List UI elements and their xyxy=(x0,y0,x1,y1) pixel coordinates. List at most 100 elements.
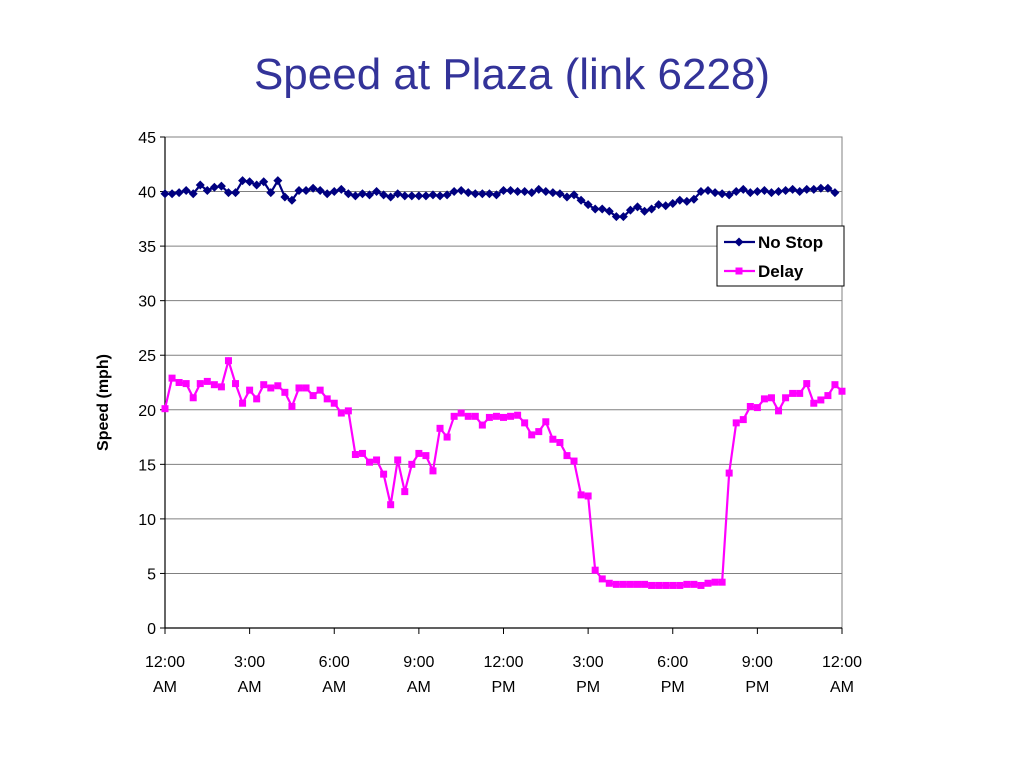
data-point xyxy=(386,192,396,202)
data-point xyxy=(759,185,769,195)
data-point xyxy=(746,403,754,411)
data-point xyxy=(422,452,430,460)
data-point xyxy=(415,449,423,457)
y-tick-label: 40 xyxy=(138,185,156,202)
data-point xyxy=(514,411,522,419)
data-point xyxy=(245,177,255,187)
data-point xyxy=(760,395,768,403)
data-point xyxy=(174,188,184,198)
data-point xyxy=(343,189,353,199)
data-point xyxy=(732,419,740,427)
data-point xyxy=(167,189,177,199)
data-point xyxy=(774,187,784,197)
data-point xyxy=(641,580,649,588)
x-tick-label: AM xyxy=(830,679,854,696)
data-point xyxy=(640,206,650,216)
x-tick-label: 12:00 xyxy=(145,654,185,671)
data-point xyxy=(274,382,282,390)
data-point xyxy=(322,189,332,199)
data-point xyxy=(739,416,747,424)
x-tick-label: 12:00 xyxy=(822,654,862,671)
data-point xyxy=(724,190,734,200)
data-point xyxy=(676,581,684,589)
y-tick-label: 45 xyxy=(138,130,156,147)
data-point xyxy=(632,202,642,212)
data-point xyxy=(457,409,465,417)
data-point xyxy=(463,188,473,198)
y-tick-label: 35 xyxy=(138,239,156,256)
data-point xyxy=(336,184,346,194)
data-point xyxy=(239,399,247,407)
data-point xyxy=(203,377,211,385)
data-point xyxy=(752,187,762,197)
data-point xyxy=(373,456,381,464)
data-point xyxy=(619,580,627,588)
data-point xyxy=(294,185,304,195)
data-point xyxy=(478,421,486,429)
data-point xyxy=(350,191,360,201)
legend-box xyxy=(716,225,845,287)
data-point xyxy=(160,189,170,199)
x-tick-label: AM xyxy=(407,679,431,696)
x-tick-label: PM xyxy=(661,679,685,696)
data-point xyxy=(590,204,600,214)
data-point xyxy=(569,190,579,200)
data-point xyxy=(810,399,818,407)
x-tick-label: PM xyxy=(745,679,769,696)
data-point xyxy=(781,185,791,195)
data-point xyxy=(696,187,706,197)
data-point xyxy=(260,381,268,389)
data-point xyxy=(824,392,832,400)
data-point xyxy=(823,183,833,193)
data-point xyxy=(365,190,375,200)
data-point xyxy=(633,580,641,588)
data-point xyxy=(302,384,310,392)
data-point xyxy=(618,212,628,222)
data-point xyxy=(816,183,826,193)
legend-item: No Stop xyxy=(724,233,823,252)
data-point xyxy=(485,413,493,421)
data-point xyxy=(745,188,755,198)
data-point xyxy=(527,188,537,198)
legend-marker xyxy=(735,267,743,275)
y-tick-label: 0 xyxy=(147,621,156,638)
data-point xyxy=(477,189,487,199)
data-point xyxy=(500,413,507,421)
data-point xyxy=(232,380,240,388)
y-tick-label: 25 xyxy=(138,348,156,365)
data-point xyxy=(380,470,388,478)
data-point xyxy=(188,189,198,199)
data-point xyxy=(223,188,233,198)
data-point xyxy=(450,412,458,420)
data-point xyxy=(435,191,445,201)
data-point xyxy=(394,456,402,464)
data-point xyxy=(718,578,726,586)
x-tick-label: 6:00 xyxy=(657,654,688,671)
y-tick-label: 30 xyxy=(138,294,156,311)
data-point xyxy=(344,407,352,415)
data-point xyxy=(604,206,614,216)
data-point xyxy=(520,187,530,197)
data-point xyxy=(697,581,705,589)
data-point xyxy=(803,380,811,388)
data-point xyxy=(366,458,374,466)
data-point xyxy=(464,412,472,420)
data-point xyxy=(710,188,720,198)
y-tick-label: 20 xyxy=(138,403,156,420)
data-point xyxy=(246,386,254,394)
data-point xyxy=(224,357,232,365)
data-point xyxy=(534,184,544,194)
legend-item: Delay xyxy=(724,262,804,281)
data-point xyxy=(675,195,685,205)
data-point xyxy=(809,184,819,194)
series-no-stop xyxy=(160,176,840,222)
y-axis-label: Speed (mph) xyxy=(95,354,112,451)
data-point xyxy=(753,404,761,412)
data-point xyxy=(329,187,339,197)
data-point xyxy=(795,187,805,197)
series-line xyxy=(165,178,836,218)
data-point xyxy=(668,199,678,209)
data-point xyxy=(598,575,606,583)
x-axis-ticks: 12:00 AM 3:00 AM 6:00 AM 9:00 AM 12:00 PM 3:00 PM 6:… xyxy=(145,628,862,696)
data-point xyxy=(838,387,846,395)
